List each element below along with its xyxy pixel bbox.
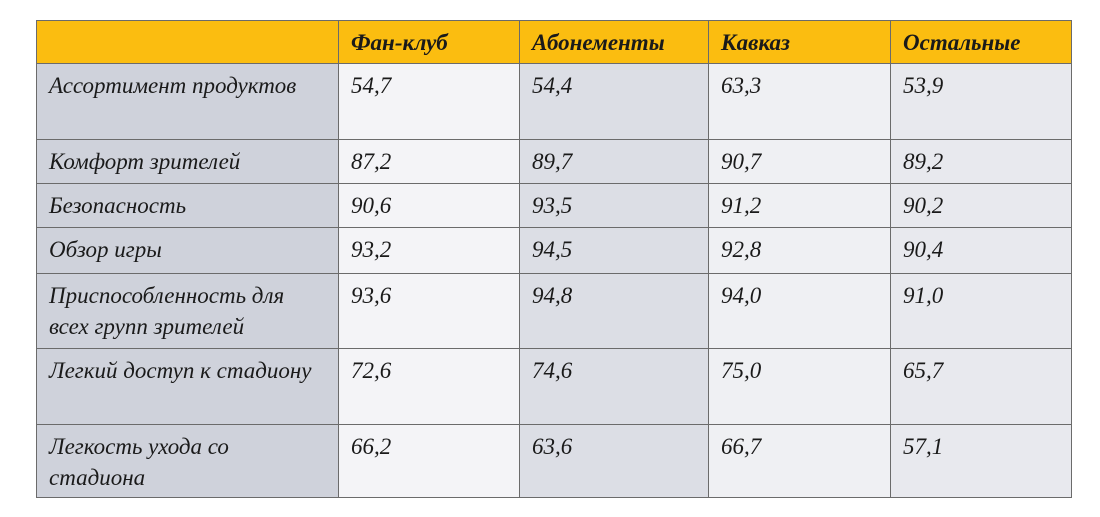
table-row: Комфорт зрителей 87,2 89,7 90,7 89,2	[36, 139, 1072, 184]
table-row: Легкость ухода со стадиона 66,2 63,6 66,7 57…	[36, 424, 1072, 498]
value-cell: 74,6	[519, 348, 709, 425]
value-cell: 65,7	[890, 348, 1072, 425]
value-cell: 92,8	[708, 227, 891, 274]
row-label: Легкость ухода со стадиона	[36, 424, 339, 498]
value-cell: 72,6	[338, 348, 520, 425]
table-row: Безопасность 90,6 93,5 91,2 90,2	[36, 183, 1072, 228]
column-header: Абонементы	[519, 20, 709, 64]
value-cell: 54,7	[338, 63, 520, 140]
table-row: Приспособленность для всех групп зрителе…	[36, 273, 1072, 349]
value-cell: 94,8	[519, 273, 709, 349]
row-label: Обзор игры	[36, 227, 339, 274]
table-row: Легкий доступ к стадиону 72,6 74,6 75,0 65,7	[36, 348, 1072, 425]
value-cell: 90,4	[890, 227, 1072, 274]
value-cell: 89,2	[890, 139, 1072, 184]
table-row: Обзор игры 93,2 94,5 92,8 90,4	[36, 227, 1072, 274]
value-cell: 90,6	[338, 183, 520, 228]
table-body: Ассортимент продуктов 54,7 54,4 63,3 53,9 Ком…	[36, 63, 1072, 498]
value-cell: 93,5	[519, 183, 709, 228]
column-header: Остальные	[890, 20, 1072, 64]
column-header: Фан-клуб	[338, 20, 520, 64]
value-cell: 53,9	[890, 63, 1072, 140]
header-row: Фан-клуб Абонементы Кавказ Остальные	[36, 20, 1072, 64]
value-cell: 93,6	[338, 273, 520, 349]
corner-cell	[36, 20, 339, 64]
value-cell: 63,6	[519, 424, 709, 498]
value-cell: 91,2	[708, 183, 891, 228]
table-row: Ассортимент продуктов 54,7 54,4 63,3 53,9	[36, 63, 1072, 140]
value-cell: 66,7	[708, 424, 891, 498]
row-label: Комфорт зрителей	[36, 139, 339, 184]
value-cell: 63,3	[708, 63, 891, 140]
value-cell: 93,2	[338, 227, 520, 274]
value-cell: 89,7	[519, 139, 709, 184]
value-cell: 90,2	[890, 183, 1072, 228]
data-table: Фан-клуб Абонементы Кавказ Остальные Ассорт…	[36, 20, 1072, 498]
value-cell: 87,2	[338, 139, 520, 184]
row-label: Легкий доступ к стадиону	[36, 348, 339, 425]
row-label: Ассортимент продуктов	[36, 63, 339, 140]
value-cell: 90,7	[708, 139, 891, 184]
value-cell: 94,0	[708, 273, 891, 349]
value-cell: 54,4	[519, 63, 709, 140]
column-header: Кавказ	[708, 20, 891, 64]
value-cell: 66,2	[338, 424, 520, 498]
value-cell: 75,0	[708, 348, 891, 425]
row-label: Приспособленность для всех групп зрителе…	[36, 273, 339, 349]
row-label: Безопасность	[36, 183, 339, 228]
value-cell: 91,0	[890, 273, 1072, 349]
value-cell: 57,1	[890, 424, 1072, 498]
value-cell: 94,5	[519, 227, 709, 274]
